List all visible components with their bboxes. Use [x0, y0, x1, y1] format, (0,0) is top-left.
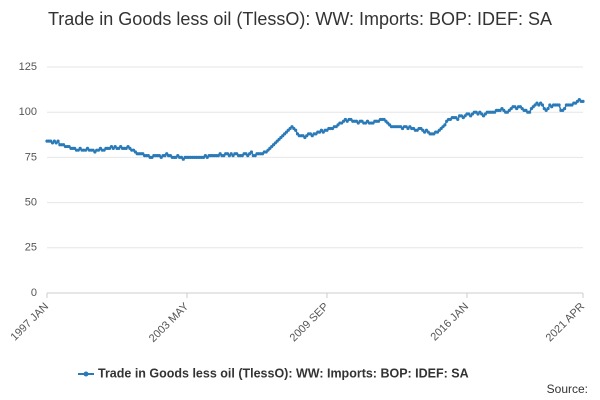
- legend-marker: [83, 371, 89, 377]
- point: [557, 103, 561, 107]
- point: [527, 110, 532, 114]
- point: [546, 106, 550, 111]
- point: [249, 150, 254, 154]
- point: [562, 106, 567, 111]
- y-tick-label: 125: [19, 61, 37, 73]
- point: [56, 139, 60, 143]
- source: Source:: [547, 382, 588, 396]
- x-tick-label: 2016 JAN: [428, 301, 471, 344]
- y-tick-label: 50: [25, 197, 37, 209]
- point: [294, 128, 298, 132]
- chart-title: Trade in Goods less oil (TlessO): WW: Im…: [47, 9, 553, 29]
- point: [540, 103, 545, 107]
- x-tick-label: 1997 JAN: [9, 301, 52, 344]
- point: [581, 99, 585, 103]
- y-tick-label: 100: [19, 106, 37, 118]
- y-tick-label: 0: [31, 287, 37, 299]
- legend-label: Trade in Goods less oil (TlessO): WW: Im…: [98, 366, 469, 380]
- x-tick-label: 2021 APR: [544, 301, 588, 345]
- y-tick-label: 75: [25, 151, 37, 163]
- point: [443, 123, 447, 127]
- point: [456, 117, 460, 122]
- y-tick-label: 25: [25, 242, 37, 254]
- x-tick-label: 2003 MAY: [147, 300, 192, 345]
- x-tick-label: 2009 SEP: [288, 301, 332, 345]
